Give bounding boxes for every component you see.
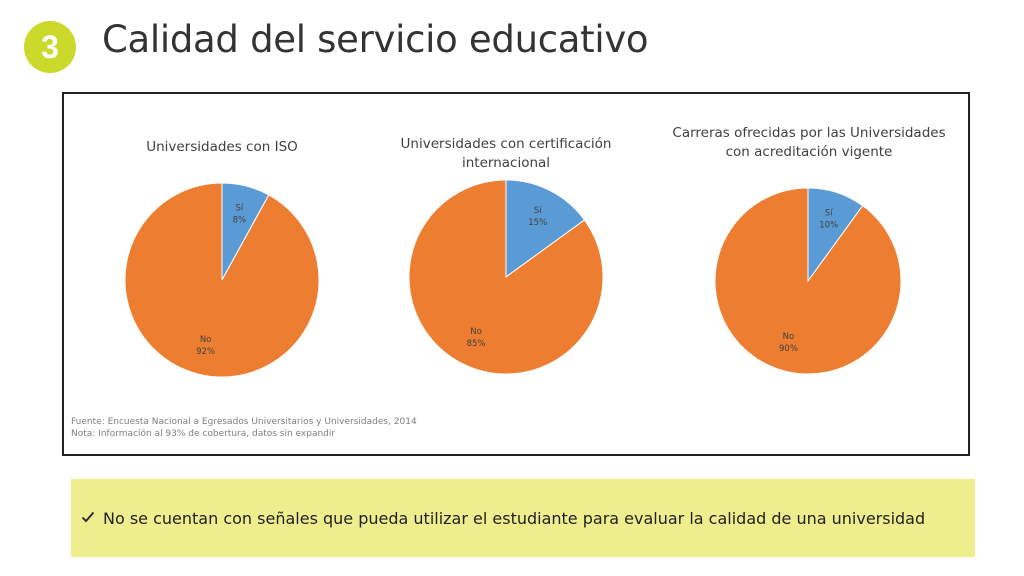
slice-label-category: Sí — [534, 206, 542, 216]
slice-label-category: Sí — [825, 208, 833, 218]
slice-label-percent: 10% — [819, 220, 838, 230]
pie-slice-no — [714, 187, 902, 375]
key-finding-box: No se cuentan con señales que pueda util… — [71, 479, 975, 557]
check-icon — [81, 509, 95, 528]
coverage-note-line: Nota: Información al 93% de cobertura, d… — [71, 429, 336, 439]
slice-label-category: No — [470, 327, 482, 337]
pie-chart-iso: Sí 8% No 92% — [124, 182, 320, 378]
section-number-badge: 3 — [24, 21, 76, 73]
source-line: Fuente: Encuesta Nacional a Egresados Un… — [71, 417, 417, 427]
chart-3-title: Carreras ofrecidas por las Universidades… — [664, 124, 954, 162]
slice-label-percent: 8% — [233, 215, 247, 225]
key-finding-text: No se cuentan con señales que pueda util… — [103, 509, 926, 528]
pie-slice-no — [124, 182, 320, 378]
pie-chart-international-certification: Sí 15% No 85% — [408, 179, 604, 375]
page-title: Calidad del servicio educativo — [102, 18, 649, 61]
slice-label-category: No — [783, 332, 795, 342]
slice-label-percent: 15% — [528, 218, 547, 228]
pie-chart-accredited-programs: Sí 10% No 90% — [714, 187, 902, 375]
pie-slice-no — [408, 179, 604, 375]
section-number: 3 — [41, 28, 59, 65]
chart-3-title-line-2: con acreditación vigente — [725, 144, 893, 160]
chart-3-title-line-1: Carreras ofrecidas por las Universidades — [672, 125, 946, 141]
chart-2-title: Universidades con certificación internac… — [400, 136, 612, 171]
slice-label-category: Sí — [235, 203, 243, 213]
source-note: Fuente: Encuesta Nacional a Egresados Un… — [71, 416, 417, 440]
pie-slice-si — [505, 179, 586, 278]
charts-panel: Universidades con ISO Sí 8% No 92% Universi… — [62, 92, 970, 456]
slice-label-category: No — [200, 335, 212, 345]
chart-1-title: Universidades con ISO — [146, 139, 298, 155]
slice-label-percent: 92% — [196, 347, 215, 357]
key-finding: No se cuentan con señales que pueda util… — [81, 509, 925, 528]
slice-label-percent: 90% — [779, 344, 798, 354]
slice-label-percent: 85% — [467, 339, 486, 349]
